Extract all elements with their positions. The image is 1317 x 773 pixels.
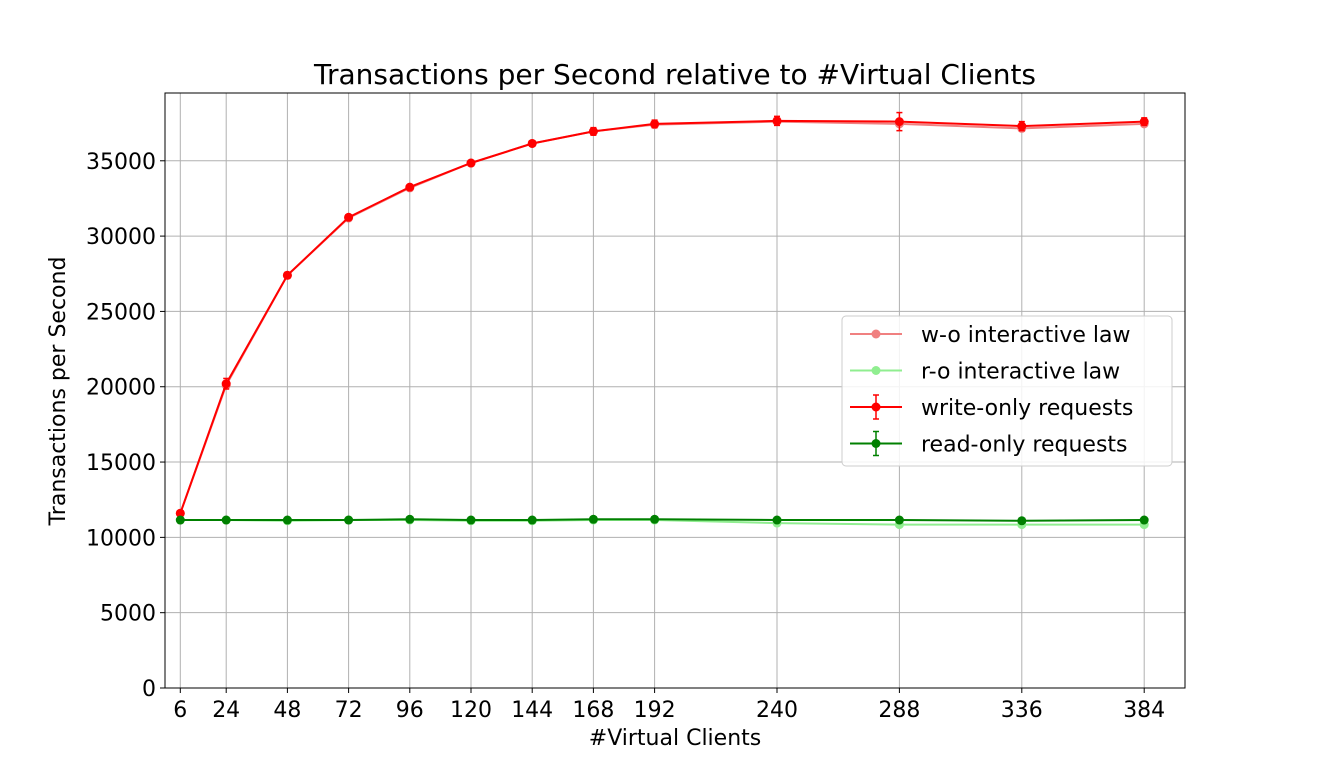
plot-frame (164, 92, 1186, 689)
data-point (282, 270, 292, 280)
data-point (1139, 117, 1149, 127)
legend-item: r-o interactive law (850, 360, 1120, 385)
legend-label: read-only requests (921, 433, 1128, 458)
data-point (282, 515, 292, 525)
data-point (175, 515, 185, 525)
y-tick-label: 30000 (86, 225, 156, 250)
legend-item: w-o interactive law (850, 323, 1131, 348)
data-point (527, 515, 537, 525)
x-axis-label: #Virtual Clients (589, 726, 761, 751)
data-point (650, 514, 660, 524)
legend-marker (871, 402, 881, 412)
y-tick-label: 35000 (86, 150, 156, 175)
y-tick-label: 5000 (100, 602, 156, 627)
data-point (650, 119, 660, 129)
chart-title: Transactions per Second relative to #Vir… (313, 58, 1036, 91)
x-tick-label: 24 (212, 698, 240, 723)
series-write-only-requests (175, 111, 1149, 518)
y-tick-label: 20000 (86, 376, 156, 401)
data-point (894, 515, 904, 525)
data-point (175, 508, 185, 518)
data-point (772, 515, 782, 525)
y-axis-label: Transactions per Second (46, 257, 71, 527)
x-tick-label: 144 (511, 698, 553, 723)
y-tick-label: 25000 (86, 300, 156, 325)
legend-item: read-only requests (850, 430, 1128, 458)
x-tick-label: 48 (273, 698, 301, 723)
x-tick-label: 6 (173, 698, 187, 723)
x-tick-label: 288 (878, 698, 920, 723)
legend-marker (871, 439, 881, 448)
y-tick-label: 15000 (86, 451, 156, 476)
legend-label: w-o interactive law (921, 323, 1131, 348)
y-tick-label: 10000 (86, 526, 156, 551)
data-point (1017, 516, 1027, 526)
data-point (405, 182, 415, 192)
data-point (527, 138, 537, 148)
legend: w-o interactive law r-o interactive law wr… (841, 315, 1173, 467)
x-axis: 6 24 48 72 96 120 144 168 192 240 288 336 384 (173, 688, 1165, 723)
legend-item: write-only requests (850, 394, 1133, 421)
data-point (405, 514, 415, 524)
data-point (588, 126, 598, 136)
data-point (1017, 121, 1027, 131)
y-tick-label: 0 (142, 677, 156, 702)
data-point (344, 515, 354, 525)
data-point (344, 212, 354, 222)
legend-label: r-o interactive law (921, 360, 1120, 385)
data-point (466, 515, 476, 525)
x-tick-label: 120 (450, 698, 492, 723)
y-axis: 0 5000 10000 15000 20000 25000 30000 35000 (86, 150, 165, 702)
x-tick-label: 168 (572, 698, 614, 723)
legend-box (841, 315, 1173, 467)
x-tick-label: 72 (335, 698, 363, 723)
legend-marker (871, 329, 881, 339)
data-point (221, 515, 231, 525)
x-tick-label: 336 (1001, 698, 1043, 723)
x-tick-label: 192 (634, 698, 676, 723)
data-point (772, 116, 782, 126)
data-point (894, 117, 904, 127)
x-tick-label: 96 (396, 698, 424, 723)
x-tick-label: 240 (756, 698, 798, 723)
legend-label: write-only requests (921, 396, 1133, 421)
data-point (588, 514, 598, 524)
series-layer (175, 111, 1149, 530)
data-point (221, 379, 231, 389)
x-tick-label: 384 (1123, 698, 1165, 723)
legend-marker (871, 366, 881, 375)
series-read-only-requests (175, 514, 1149, 526)
data-point (1139, 515, 1149, 525)
data-point (466, 158, 476, 168)
